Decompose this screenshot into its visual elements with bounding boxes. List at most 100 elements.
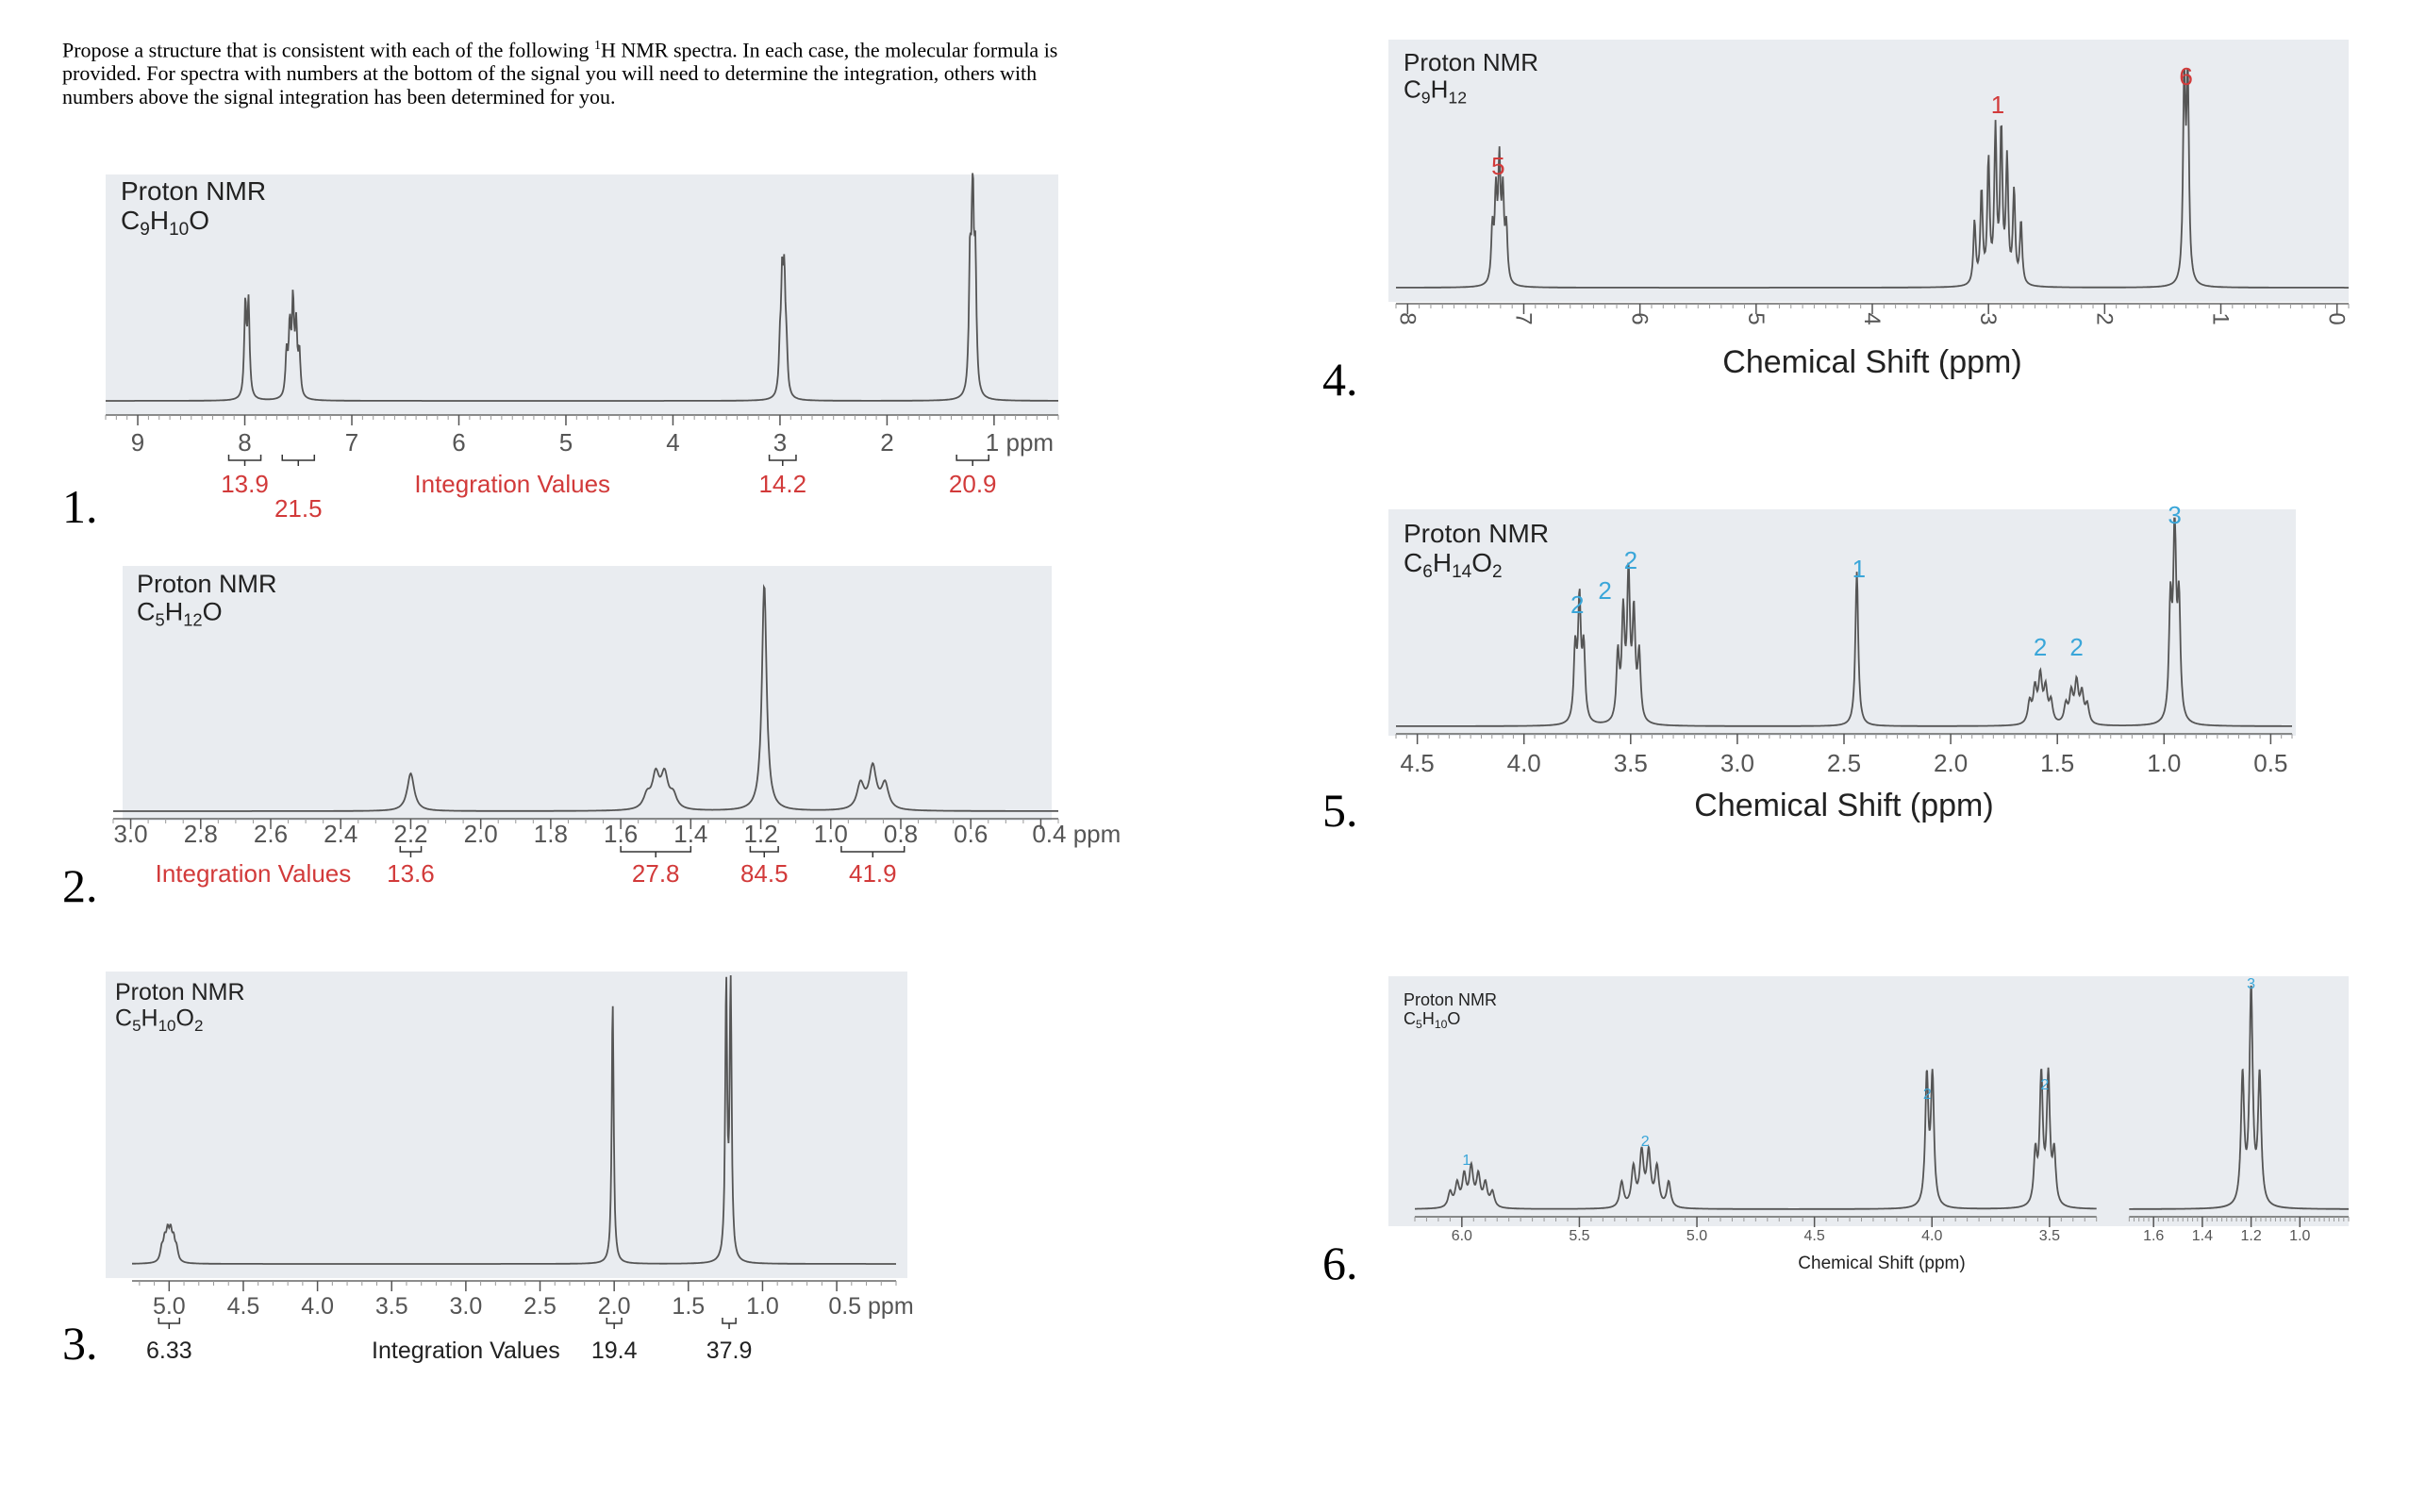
tick-label: 1.0: [814, 820, 848, 848]
question-number-5: 5.: [1322, 784, 1358, 837]
integration-value: 27.8: [632, 859, 680, 888]
peak-integration-label: 2: [2040, 1077, 2049, 1093]
tick-label: 2.4: [324, 820, 357, 848]
tick-label: 4: [1859, 312, 1885, 324]
integration-value: 20.9: [949, 470, 997, 498]
tick-label: 8: [1394, 312, 1420, 324]
tick-label: 1.0: [2147, 749, 2181, 777]
tick-label: 2: [2091, 312, 2117, 324]
tick-label: 2: [880, 428, 893, 457]
tick-label: 6.0: [1452, 1228, 1472, 1244]
molecular-formula: C5​H10​O2​: [115, 1005, 203, 1036]
integration-bracket: [227, 455, 262, 466]
spectrum-trace: [113, 583, 1058, 812]
integration-value: 6.33: [146, 1338, 192, 1364]
tick-label: 2.0: [464, 820, 498, 848]
tick-label: 0.4 ppm: [1032, 820, 1121, 848]
tick-label: 0.6: [954, 820, 988, 848]
tick-label: 1.8: [534, 820, 568, 848]
peak-integration-label: 2: [1570, 590, 1584, 619]
integration-bracket: [722, 1318, 737, 1329]
integration-value: 13.9: [221, 470, 269, 498]
spectrum-trace: [2129, 985, 2349, 1210]
tick-label: 1.6: [604, 820, 638, 848]
spectrum-title: Proton NMR: [115, 979, 245, 1005]
tick-label: 2.5: [523, 1293, 557, 1320]
tick-label: 0: [2324, 312, 2350, 324]
tick-label: 0.5: [2253, 749, 2287, 777]
spectrum-trace: [1396, 517, 2292, 727]
tick-label: 5.5: [1569, 1228, 1589, 1244]
peak-integration-label: 2: [1598, 576, 1611, 605]
tick-label: 7: [1510, 312, 1536, 324]
tick-label: 1.0: [746, 1293, 779, 1320]
molecular-formula: C5​H12​O: [137, 598, 223, 630]
tick-label: 3: [773, 428, 787, 457]
peak-integration-label: 1: [1462, 1153, 1470, 1169]
spectrum-trace: [1415, 1067, 2097, 1210]
spectrum-title: Proton NMR: [1404, 519, 1549, 548]
tick-label: 3.5: [2039, 1228, 2060, 1244]
question-number-6: 6.: [1322, 1237, 1358, 1289]
tick-label: 3.5: [1614, 749, 1648, 777]
tick-label: 3: [1975, 312, 2001, 324]
tick-label: 3.0: [1720, 749, 1754, 777]
axis-title: Chemical Shift (ppm): [1694, 788, 1993, 823]
spectrum-trace: [106, 173, 1058, 402]
tick-label: 4.5: [1401, 749, 1435, 777]
spectrum-panel: [1388, 509, 2296, 736]
tick-label: 5: [1743, 312, 1769, 324]
tick-label: 4: [666, 428, 679, 457]
spectrum-trace: [1396, 69, 2349, 289]
integration-value: 13.6: [387, 859, 435, 888]
tick-label: 2.8: [184, 820, 218, 848]
molecular-formula: C9​H12​: [1404, 75, 1467, 108]
spectrum-panel: [1388, 976, 2349, 1226]
integration-value: 19.4: [591, 1338, 638, 1364]
tick-label: 4.0: [301, 1293, 334, 1320]
tick-label: 3.5: [375, 1293, 408, 1320]
peak-integration-label: 2: [2069, 633, 2083, 661]
tick-label: 1: [2208, 312, 2234, 324]
instructions-text: Propose a structure that is consistent w…: [62, 34, 1062, 108]
axis-title: Chemical Shift (ppm): [1798, 1254, 1965, 1273]
question-number-3: 3.: [62, 1317, 98, 1370]
integration-bracket: [749, 846, 779, 857]
peak-integration-label: 2: [1641, 1134, 1650, 1150]
integration-value: 41.9: [849, 859, 897, 888]
question-number-2: 2.: [62, 859, 98, 912]
peak-integration-label: 3: [2247, 976, 2255, 992]
tick-label: 5.0: [153, 1293, 186, 1320]
tick-label: 4.5: [1804, 1228, 1825, 1244]
tick-label: 1.2: [743, 820, 777, 848]
tick-label: 5: [559, 428, 573, 457]
tick-label: 1.4: [673, 820, 707, 848]
peak-integration-label: 1: [1991, 91, 2004, 119]
peak-integration-label: 2: [2034, 633, 2047, 661]
spectrum-title: Proton NMR: [1404, 990, 1497, 1009]
integration-bracket: [399, 846, 423, 857]
tick-label: 7: [345, 428, 358, 457]
spectrum-title: Proton NMR: [1404, 48, 1538, 76]
question-number-4: 4.: [1322, 353, 1358, 406]
molecular-formula: C6​H14​O2​: [1404, 548, 1503, 582]
tick-label: 1.5: [2040, 749, 2074, 777]
tick-label: 1.6: [2143, 1228, 2164, 1244]
integration-value: 21.5: [274, 494, 323, 523]
peak-integration-label: 5: [1491, 152, 1504, 180]
tick-label: 1.0: [2289, 1228, 2310, 1244]
tick-label: 2.0: [1934, 749, 1968, 777]
instructions-superscript: 1: [593, 39, 601, 53]
tick-label: 2.0: [598, 1293, 631, 1320]
tick-label: 2.6: [254, 820, 288, 848]
peak-integration-label: 6: [2179, 62, 2192, 91]
molecular-formula: C9​H10​O: [121, 206, 209, 240]
tick-label: 9: [131, 428, 144, 457]
integration-bracket: [768, 455, 797, 466]
tick-label: 6: [452, 428, 465, 457]
